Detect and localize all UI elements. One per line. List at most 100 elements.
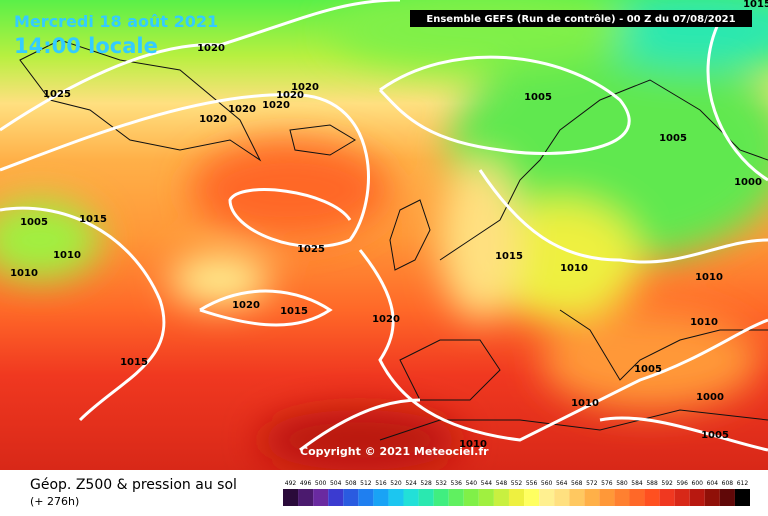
time: 14:00 locale: [14, 34, 158, 58]
date: Mercredi 18 août 2021: [14, 12, 218, 31]
scale-cell: [463, 489, 479, 506]
isobar-label: 1005: [701, 430, 729, 441]
scale-cell: [328, 489, 344, 506]
scale-label: 564: [556, 480, 568, 487]
scale-cell: [614, 489, 630, 506]
isobar-label: 1010: [10, 268, 38, 279]
run-info: Ensemble GEFS (Run de contrôle) - 00 Z d…: [426, 13, 735, 25]
scale-cell: [343, 489, 359, 506]
run-box: [410, 10, 752, 27]
isobar-label: 1000: [734, 177, 762, 188]
scale-label: 608: [722, 480, 734, 487]
isobar-label: 1025: [297, 244, 325, 255]
scale-cell: [403, 489, 419, 506]
scale-cell: [569, 489, 585, 506]
scale-cell: [554, 489, 570, 506]
scale-label: 584: [631, 480, 643, 487]
scale-cell: [539, 489, 555, 506]
scale-label: 600: [692, 480, 704, 487]
isobar-label: 1020: [372, 314, 400, 325]
scale-label: 548: [496, 480, 508, 487]
scale-label: 512: [360, 480, 372, 487]
scale-cell: [358, 489, 374, 506]
isobar-label: 1015: [79, 214, 107, 225]
scale-label: 576: [601, 480, 613, 487]
scale-cell: [433, 489, 449, 506]
isobar-label: 1010: [571, 398, 599, 409]
scale-label: 492: [285, 480, 297, 487]
scale-label: 596: [676, 480, 688, 487]
scale-label: 524: [405, 480, 417, 487]
isobar-label: 1020: [197, 43, 225, 54]
scale-label: 508: [345, 480, 357, 487]
scale-cell: [734, 489, 750, 506]
scale-label: 552: [511, 480, 523, 487]
scale-label: 540: [466, 480, 478, 487]
scale-cell: [689, 489, 705, 506]
footer-subtitle: (+ 276h): [30, 495, 79, 508]
isobar-label: 1000: [696, 392, 724, 403]
scale-cell: [283, 489, 299, 506]
scale-cell: [418, 489, 434, 506]
isobar-label: 1010: [560, 263, 588, 274]
copyright: Copyright © 2021 Meteociel.fr: [300, 445, 489, 458]
scale-cell: [448, 489, 464, 506]
scale-label: 504: [330, 480, 342, 487]
scale-cell: [493, 489, 509, 506]
scale-cell: [388, 489, 404, 506]
isobar-label: 1020: [262, 100, 290, 111]
footer-title: Géop. Z500 & pression au sol: [30, 477, 237, 493]
scale-label: 556: [526, 480, 538, 487]
color-scale: 492 496 500 504 508 512 516 520 524 528 532 536 540 5…: [283, 480, 750, 506]
scale-cell: [629, 489, 645, 506]
isobar-label: 1005: [524, 92, 552, 103]
isobar-label: 1020: [228, 104, 256, 115]
scale-label: 528: [420, 480, 432, 487]
scale-cell: [313, 489, 329, 506]
isobar-label: 1005: [659, 133, 687, 144]
scale-cell: [674, 489, 690, 506]
isobar-label: 1020: [232, 300, 260, 311]
scale-cell: [704, 489, 720, 506]
isobar-label: 1020: [199, 114, 227, 125]
isobar-label: 1015: [280, 306, 308, 317]
scale-label: 544: [481, 480, 493, 487]
scale-label: 516: [375, 480, 387, 487]
scale-label: 520: [390, 480, 402, 487]
isobar-label: 1015: [495, 251, 523, 262]
scale-label: 532: [435, 480, 447, 487]
isobar-label: 1015: [743, 0, 768, 10]
isobar-lines: [0, 0, 768, 450]
isobar-label: 1020: [291, 82, 319, 93]
scale-cell: [373, 489, 389, 506]
isobar-label: 1010: [53, 250, 81, 261]
scale-label: 496: [300, 480, 312, 487]
isobar-label: 1010: [695, 272, 723, 283]
scale-label: 588: [646, 480, 658, 487]
isobar-label: 1010: [690, 317, 718, 328]
scale-cell: [644, 489, 660, 506]
scale-label: 536: [451, 480, 463, 487]
scale-cell: [599, 489, 615, 506]
scale-label: 592: [661, 480, 673, 487]
scale-cell: [719, 489, 735, 506]
scale-label: 580: [616, 480, 628, 487]
scale-cell: [508, 489, 525, 506]
isobar-label: 1025: [43, 89, 71, 100]
scale-cell: [584, 489, 600, 506]
scale-cell: [478, 489, 494, 506]
scale-cell: [659, 489, 675, 506]
scale-cell: [524, 489, 540, 506]
isobar-label: 1010: [459, 439, 487, 450]
scale-label: 604: [707, 480, 719, 487]
scale-cell: [298, 489, 314, 506]
isobar-label: 1005: [20, 217, 48, 228]
isobar-label: 1005: [634, 364, 662, 375]
scale-label: 572: [586, 480, 598, 487]
scale-label: 568: [571, 480, 583, 487]
scale-label: 612: [737, 480, 749, 487]
isobar-label: 1020: [276, 90, 304, 101]
isobar-label: 1015: [120, 357, 148, 368]
